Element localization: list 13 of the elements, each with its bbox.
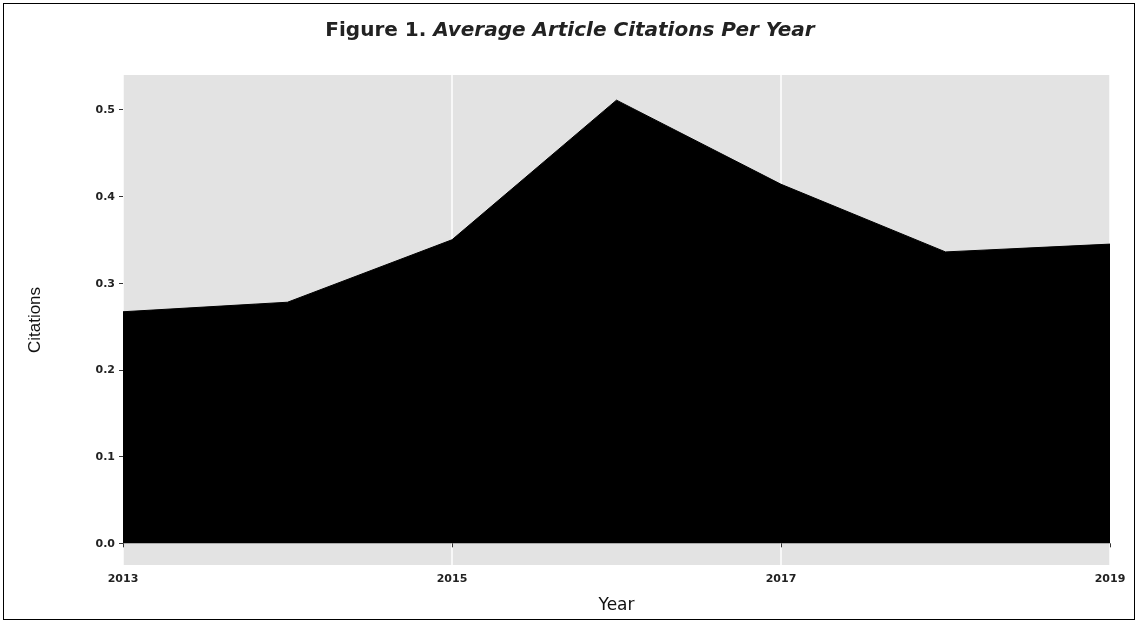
y-tick-label: 0.5	[95, 103, 115, 117]
x-tick-label: 2019	[1094, 572, 1126, 585]
y-axis-title: Citations	[25, 286, 44, 354]
x-tick-label: 2015	[436, 572, 468, 585]
x-axis-title: Year	[597, 593, 635, 614]
x-tick-label: 2013	[107, 572, 139, 585]
y-tick-label: 0.0	[95, 536, 116, 550]
chart-title: Figure 1. Average Article Citations Per Year	[325, 17, 816, 41]
y-tick-label: 0.3	[95, 276, 115, 290]
y-tick-label: 0.1	[95, 450, 115, 464]
y-tick-label: 0.4	[95, 189, 116, 203]
y-tick-label: 0.2	[95, 363, 115, 377]
x-tick-label: 2017	[765, 572, 797, 585]
